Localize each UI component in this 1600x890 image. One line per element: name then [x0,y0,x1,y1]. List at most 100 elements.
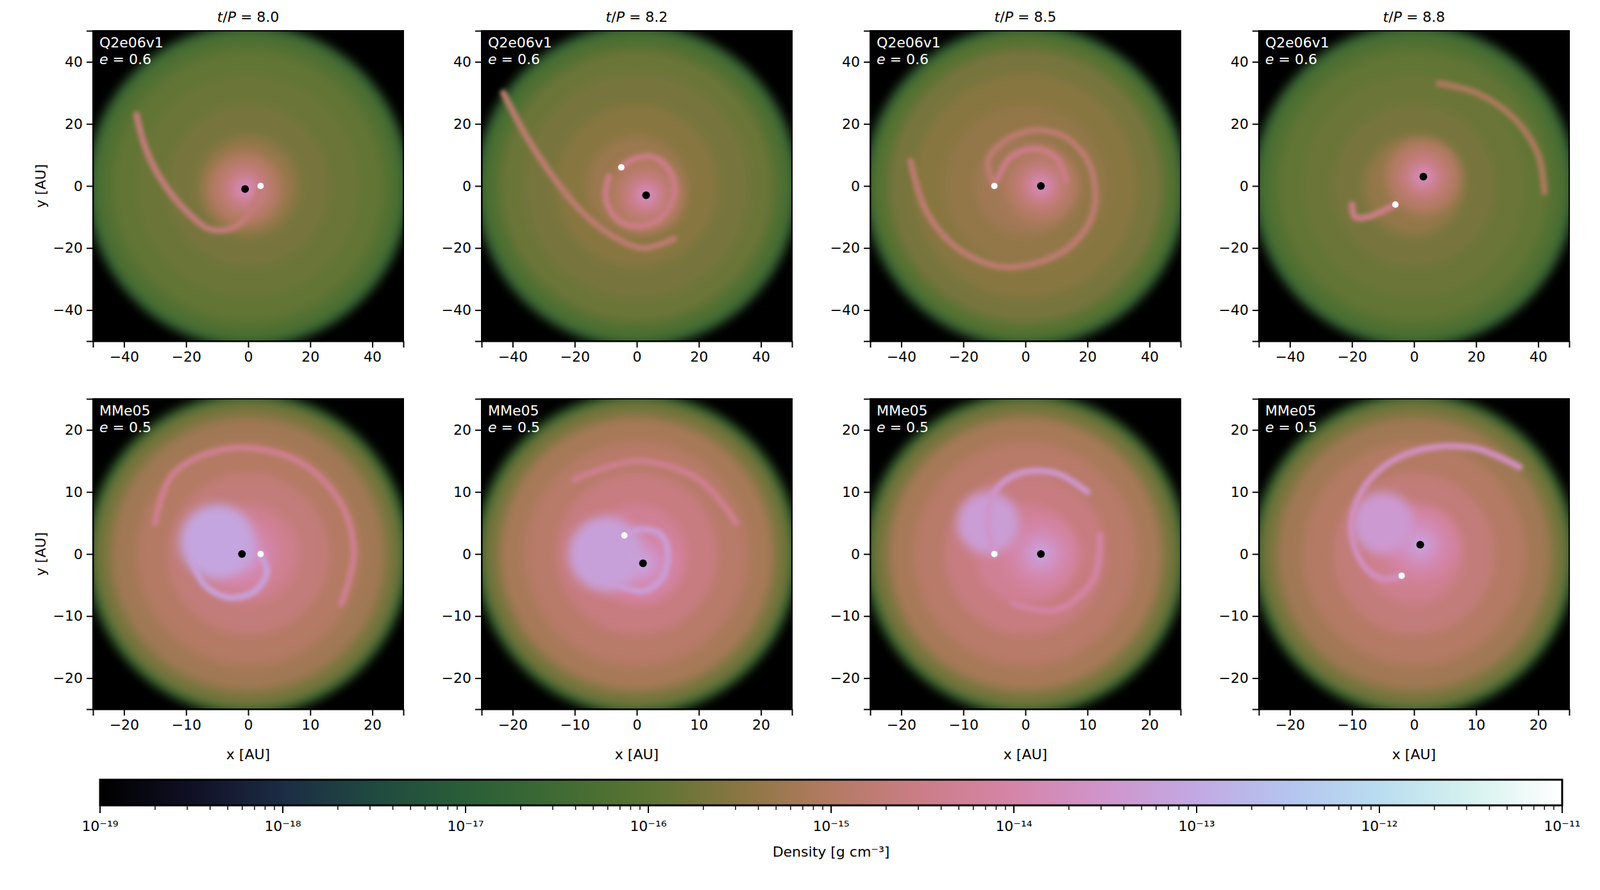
colorbar-frame [100,779,1563,806]
colorbar-minor-tick [1338,805,1340,810]
colorbar-minor-tick [1544,805,1546,810]
primary [642,191,651,200]
tick: 40 [363,341,382,365]
disk-profile [1258,398,1570,710]
tick-label: 20 [1529,716,1548,733]
tick-label: 40 [453,53,472,70]
tick: 10 [1467,709,1486,733]
panel: −20−1001020−20−1001020MMe05e = 0.5x [AU] [441,392,799,763]
tick-mark [574,341,576,348]
colorbar-minor-tick [1433,805,1436,810]
colorbar-minor-tick [775,805,777,810]
tick-mark [512,709,514,716]
colorbar-minor-tick [1370,805,1372,810]
tick-label: 0 [1410,716,1420,733]
tick-label: 20 [363,716,382,733]
core-ring [630,179,662,211]
spiral-arms [155,447,354,604]
colorbar-segment [373,779,466,806]
tick: 0 [632,709,642,733]
density-ring [888,417,1163,691]
colorbar-tick-label: 10⁻¹² [1360,818,1398,835]
tick-label: 0 [632,348,642,365]
density-ring [167,473,329,635]
colorbar-minor-tick [424,805,426,810]
tick: −20 [1219,239,1259,256]
core-ring [641,190,651,201]
tick-mark [475,429,482,431]
tick-mark [248,341,250,348]
plot-frame [1258,30,1570,342]
tick: −10 [1337,709,1367,733]
tick-label: −40 [498,348,528,365]
plot-frame [1258,398,1570,710]
tick-mark [309,709,312,716]
axis-line [93,341,405,349]
tick-label: 20 [842,421,860,438]
core-ring [1003,148,1078,224]
tick-mark [248,709,250,716]
tick: 10 [453,484,482,501]
text-part: e [876,51,886,68]
axis-line [482,709,793,717]
tick-label: −20 [559,348,590,365]
tick-label: −20 [171,348,201,365]
colorbar-minor-tick [802,805,804,810]
tick: 40 [1140,341,1159,365]
tick: 0 [1021,709,1031,733]
axis-line [1259,709,1570,717]
colorbar-segment [1013,779,1106,806]
tick-mark [863,309,871,312]
tick-mark [475,677,482,680]
x-axis: −20−1001020 [93,709,405,733]
tick-mark [1252,247,1259,249]
text-part: = 0.5 [496,419,540,436]
text-part: = 8.2 [624,8,668,26]
tick: 20 [453,421,482,438]
tick-label: 20 [64,421,83,438]
colorbar-tick [282,805,284,814]
colorbar-segment [1379,779,1472,806]
tick-label: 20 [301,348,320,365]
tick-mark [574,709,576,716]
spiral-arm [136,114,262,231]
tick: 20 [1529,709,1548,733]
eccentricity-label: e = 0.5 [488,419,540,436]
tick-label: −20 [441,670,472,687]
dense-clump [568,516,644,592]
colorbar-minor-tick [1283,805,1285,810]
tick-mark [371,709,374,716]
tick-mark [1252,185,1259,188]
tick: 0 [850,546,871,563]
tick: 0 [850,178,871,195]
x-axis: −40−2002040 [93,341,405,365]
tick-mark [185,709,188,716]
core-ring [639,559,648,568]
tick-label: −20 [53,670,83,687]
spiral-arms [574,461,737,592]
x-axis-title: x [AU] [1003,746,1048,763]
core-ring [238,550,247,558]
density-ring [870,398,1181,710]
colorbar-minor-tick [1553,805,1555,810]
colorbar-minor-tick [1323,805,1325,810]
colorbar-minor-tick [885,805,887,810]
tick-mark [1289,341,1291,348]
colorbar-minor-tick [337,805,339,810]
panel: −20−1001020−20−1001020MMe05e = 0.5x [AU]… [32,392,410,763]
tick-label: 20 [842,116,860,133]
tick-mark [475,491,482,494]
tick-mark [963,341,965,348]
tick-mark [1252,677,1259,680]
density-ring [1302,442,1526,666]
tick: 0 [73,546,93,563]
tick-mark [863,615,871,617]
spiral-arm [574,461,737,524]
density-ring [92,398,404,710]
x-axis: −20−1001020 [482,709,793,733]
density-ring [1277,417,1551,691]
density-ring [96,33,401,338]
tick: 20 [1467,341,1486,365]
tick: 40 [453,53,482,70]
tick: −10 [948,709,978,733]
